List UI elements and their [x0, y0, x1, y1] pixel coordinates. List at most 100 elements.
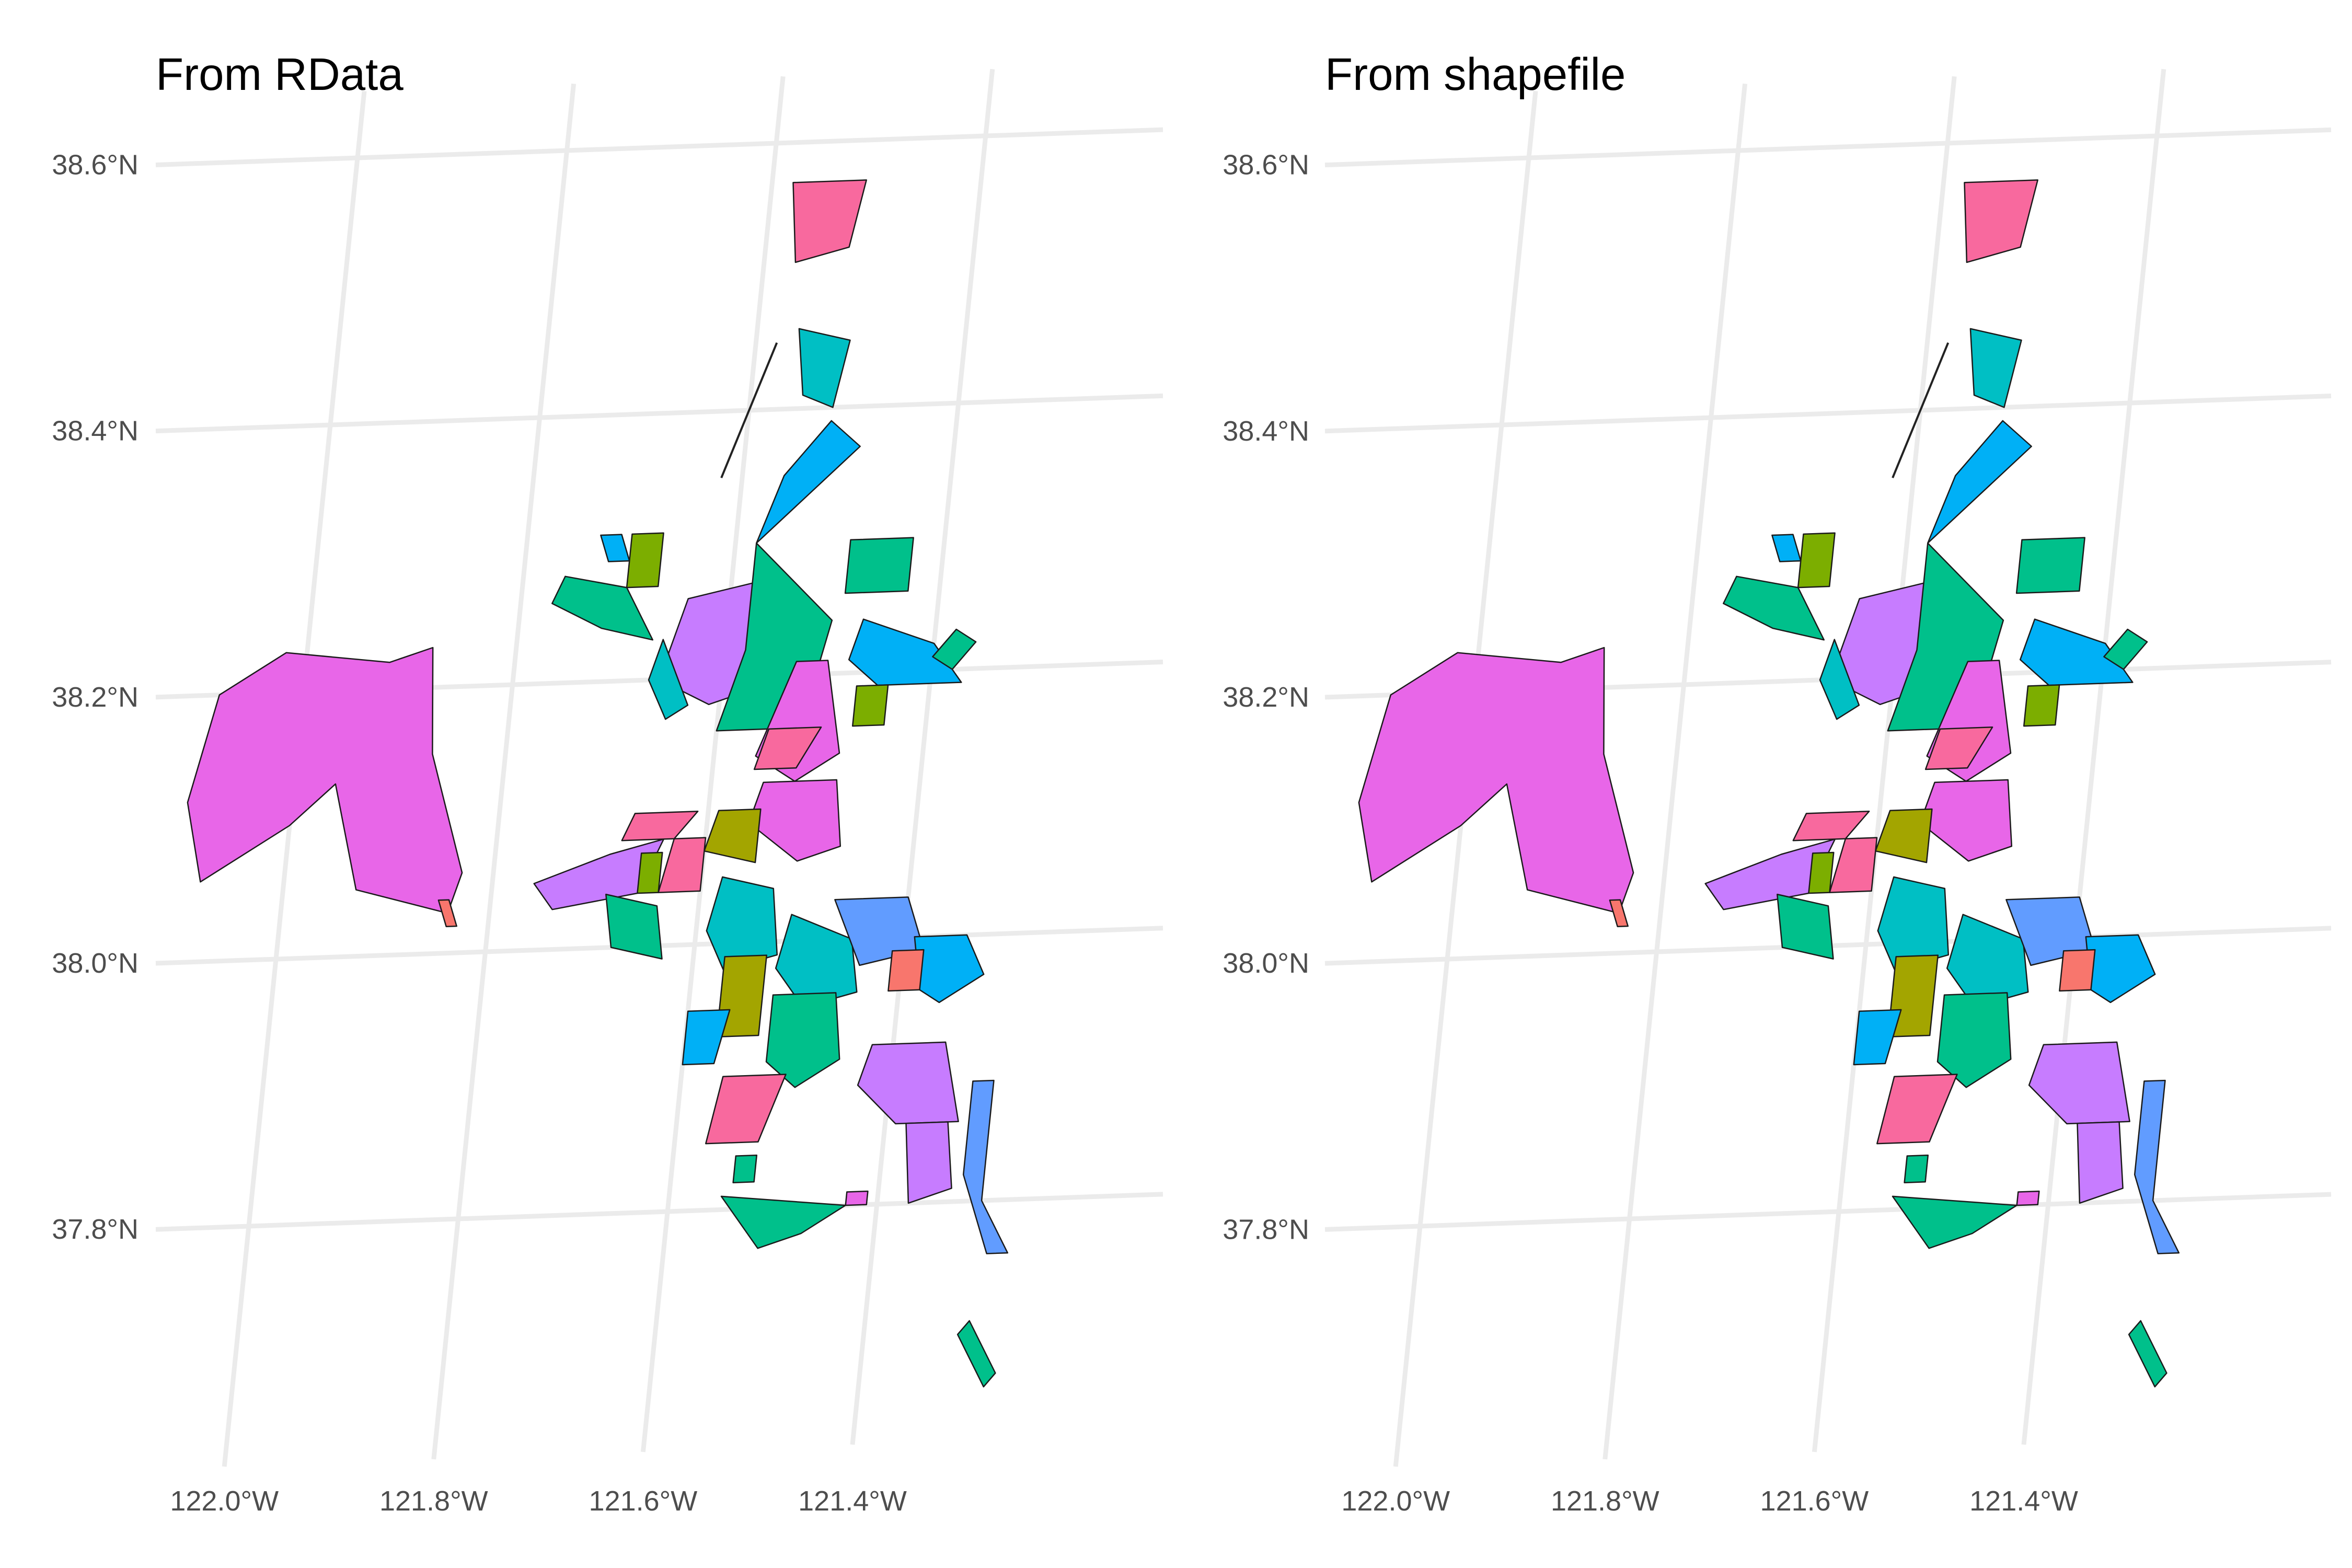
region-layer	[1358, 179, 2180, 1388]
region-k	[1704, 838, 1836, 910]
x-tick-label: 122.0°W	[170, 1485, 279, 1517]
region-g	[626, 532, 664, 589]
region-l	[1829, 837, 1878, 893]
y-tick-label: 38.6°N	[1223, 149, 1309, 181]
x-tick-label: 121.6°W	[1760, 1485, 1869, 1517]
levee-line	[1892, 342, 1950, 478]
x-axis: 122.0°W 121.8°W 121.6°W 121.4°W	[170, 1485, 907, 1517]
region-u	[765, 992, 840, 1088]
panel-rdata: From RData 122.0°W 121.8°W 121.6°W 121.4…	[52, 49, 1163, 1517]
region-f	[1723, 575, 1825, 641]
region-aa	[1892, 1195, 2017, 1249]
region-v	[1853, 1009, 1902, 1066]
region-g	[1797, 532, 1836, 589]
region-north-2	[1969, 328, 2022, 408]
region-i	[1919, 779, 2013, 862]
region-d	[2023, 684, 2060, 727]
region-i	[748, 779, 841, 862]
parallel-line	[155, 127, 1163, 167]
x-tick-label: 121.8°W	[1551, 1485, 1659, 1517]
parallel-line	[1324, 127, 2332, 168]
region-v	[682, 1009, 731, 1066]
region-f	[551, 575, 654, 641]
region-aa	[720, 1195, 846, 1249]
meridian-line	[1602, 83, 1748, 1460]
meridian-line	[640, 76, 786, 1452]
region-n	[1792, 810, 1870, 841]
region-z	[905, 1121, 952, 1204]
y-tick-label: 38.4°N	[52, 416, 139, 447]
x-tick-label: 122.0°W	[1341, 1485, 1450, 1517]
region-ae	[605, 893, 663, 960]
region-m	[637, 851, 663, 894]
y-axis: 38.6°N 38.4°N 38.2°N 38.0°N 37.8°N	[1223, 149, 1309, 1246]
panel-title: From shapefile	[1325, 49, 1625, 100]
parallel-line	[1324, 1192, 2332, 1232]
region-ag	[600, 534, 630, 562]
region-ag	[1771, 534, 1802, 562]
region-z	[2077, 1121, 2124, 1204]
panel-shapefile: From shapefile 122.0°W 121.8°W 121.6°W 1…	[1223, 49, 2332, 1517]
region-x	[2028, 1041, 2130, 1125]
region-w	[1876, 1074, 1958, 1145]
region-e	[753, 726, 822, 770]
region-north-3	[1927, 420, 2032, 544]
meridian-line	[850, 68, 995, 1445]
region-d	[851, 684, 889, 727]
levee-line	[720, 342, 778, 478]
y-tick-label: 38.0°N	[1223, 948, 1309, 979]
region-h	[648, 639, 689, 720]
x-tick-label: 121.4°W	[798, 1485, 907, 1517]
x-axis: 122.0°W 121.8°W 121.6°W 121.4°W	[1341, 1485, 2078, 1517]
region-north-1	[792, 179, 867, 263]
region-ae	[1777, 893, 1834, 960]
meridian-line	[2021, 68, 2166, 1445]
region-ad	[845, 1190, 869, 1206]
region-ah	[932, 628, 977, 670]
region-ac	[732, 1154, 758, 1183]
region-a	[844, 537, 914, 594]
region-x	[857, 1041, 959, 1125]
region-r	[2085, 934, 2156, 1004]
y-tick-label: 38.2°N	[52, 682, 139, 713]
region-b	[848, 618, 962, 686]
region-m	[1808, 851, 1835, 894]
parallel-line	[1324, 394, 2332, 434]
region-ah	[2103, 628, 2148, 670]
region-north-1	[1964, 179, 2038, 263]
x-tick-label: 121.4°W	[1969, 1485, 2078, 1517]
region-r	[914, 934, 985, 1004]
y-tick-label: 38.2°N	[1223, 682, 1309, 713]
y-axis: 38.6°N 38.4°N 38.2°N 38.0°N 37.8°N	[52, 149, 139, 1246]
y-tick-label: 38.4°N	[1223, 416, 1309, 447]
region-h	[1819, 639, 1860, 720]
region-j	[704, 808, 762, 863]
region-l	[658, 837, 707, 893]
region-ab	[2128, 1320, 2167, 1388]
meridian-line	[431, 83, 577, 1460]
parallel-line	[155, 1192, 1163, 1232]
region-ab	[956, 1320, 996, 1388]
region-af	[1609, 899, 1629, 927]
x-tick-label: 121.8°W	[379, 1485, 488, 1517]
region-suisun	[187, 647, 463, 914]
y-tick-label: 38.6°N	[52, 149, 139, 181]
region-af	[437, 899, 457, 927]
region-a	[2015, 537, 2085, 594]
parallel-line	[155, 393, 1163, 434]
region-n	[621, 810, 699, 841]
y-tick-label: 37.8°N	[52, 1214, 139, 1245]
region-ad	[2016, 1190, 2040, 1206]
y-tick-label: 37.8°N	[1223, 1214, 1309, 1245]
region-e	[1924, 726, 1993, 770]
meridian-line	[1812, 76, 1957, 1452]
region-north-3	[756, 420, 861, 544]
region-k	[533, 838, 665, 910]
region-w	[705, 1074, 787, 1145]
region-north-2	[798, 328, 851, 408]
region-ac	[1904, 1154, 1929, 1183]
region-y	[2134, 1079, 2180, 1254]
region-j	[1875, 808, 1933, 863]
region-b	[2019, 618, 2134, 686]
region-s	[887, 949, 925, 992]
